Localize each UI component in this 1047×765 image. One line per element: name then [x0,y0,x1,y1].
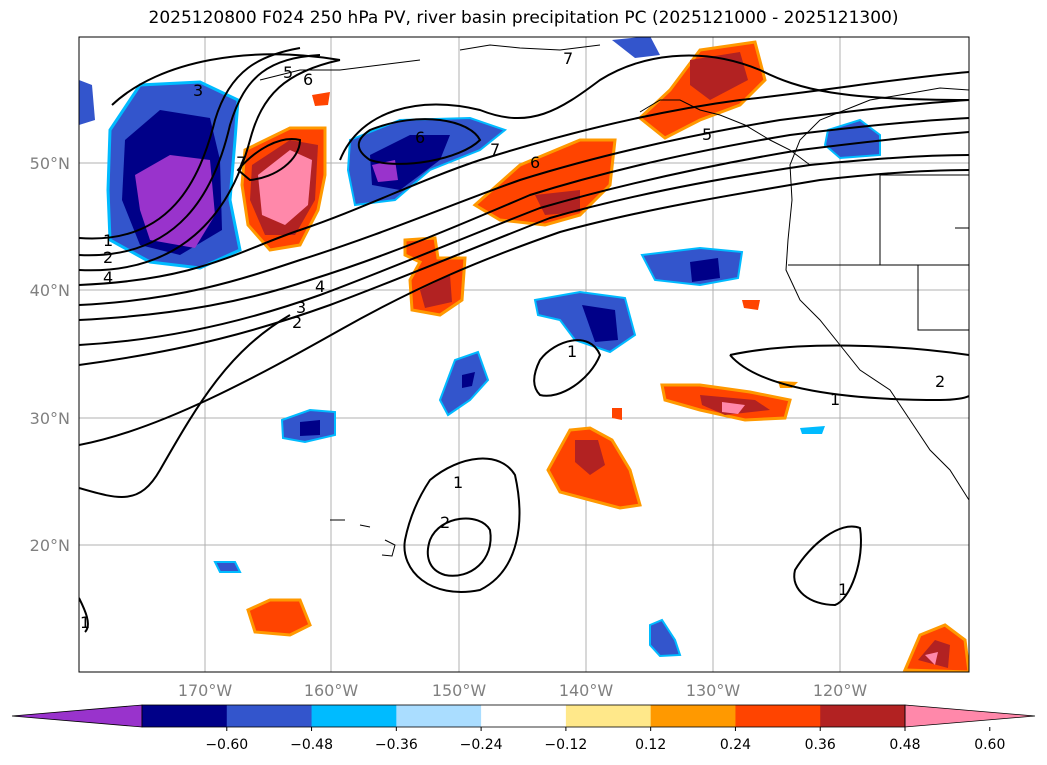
svg-text:2: 2 [292,313,302,332]
colorbar-segment [396,705,482,727]
svg-text:7: 7 [236,153,246,172]
colorbar-segment [142,705,228,727]
colorbar-segment [820,705,906,727]
svg-text:170°W: 170°W [178,681,233,700]
svg-text:2: 2 [440,513,450,532]
latitude-labels: 50°N 40°N 30°N 20°N [30,154,70,555]
colorbar-tick-label: −0.60 [205,737,248,753]
svg-text:2: 2 [935,372,945,391]
colorbar-tick-label: 0.48 [889,737,920,753]
svg-text:5: 5 [283,63,293,82]
coastlines [259,44,969,557]
colorbar-tick-label: 0.60 [974,737,1005,753]
colorbar-segment [565,705,652,727]
colorbar-segment [650,705,736,727]
svg-text:120°W: 120°W [813,681,868,700]
svg-text:150°W: 150°W [432,681,487,700]
colorbar-min-extension [11,704,143,728]
svg-text:6: 6 [530,153,540,172]
svg-text:7: 7 [490,140,500,159]
map-title: 2025120800 F024 250 hPa PV, river basin … [148,8,899,28]
colorbar-segment [226,705,313,727]
colorbar-tick-label: −0.48 [290,737,333,753]
colorbar-tick-label: 0.24 [720,737,751,753]
svg-text:6: 6 [303,70,313,89]
contour-labels: 1 2 4 2 3 4 3 5 6 7 6 7 6 7 5 1 1 2 1 2 … [80,49,945,632]
colorbar-segment [311,705,397,727]
svg-text:5: 5 [702,125,712,144]
svg-text:7: 7 [563,49,573,68]
colorbar [11,704,1036,728]
colorbar-ticks: −0.60 −0.48 −0.36 −0.24 −0.12 0.12 0.24 0.36 0.4… [205,727,1005,753]
svg-text:1: 1 [453,473,463,492]
svg-text:1: 1 [80,613,90,632]
svg-text:4: 4 [315,277,325,296]
svg-text:20°N: 20°N [30,536,70,555]
svg-text:3: 3 [193,81,203,100]
colorbar-max-extension [904,704,1036,728]
svg-text:4: 4 [103,268,113,287]
svg-text:160°W: 160°W [304,681,359,700]
colorbar-tick-label: −0.36 [375,737,418,753]
svg-text:6: 6 [415,128,425,147]
longitude-labels: 170°W 160°W 150°W 140°W 130°W 120°W [178,681,868,700]
colorbar-tick-label: 0.36 [805,737,836,753]
pv-contours [79,47,969,633]
svg-text:1: 1 [830,390,840,409]
svg-text:1: 1 [838,580,848,599]
colorbar-tick-label: 0.12 [635,737,666,753]
map-frame [78,36,970,673]
colorbar-segment [481,705,567,727]
svg-text:130°W: 130°W [686,681,741,700]
svg-text:1: 1 [567,342,577,361]
colorbar-tick-label: −0.24 [460,737,503,753]
colorbar-segment [735,705,821,727]
svg-text:40°N: 40°N [30,281,70,300]
precip-anomalies [79,37,969,672]
negative-anomaly-max [135,155,215,248]
colorbar-tick-label: −0.12 [544,737,587,753]
svg-text:1: 1 [103,231,113,250]
svg-text:140°W: 140°W [559,681,614,700]
svg-text:30°N: 30°N [30,409,70,428]
svg-text:50°N: 50°N [30,154,70,173]
svg-text:2: 2 [103,248,113,267]
colorbar-frame [141,704,906,728]
svg-text:3: 3 [296,298,306,317]
